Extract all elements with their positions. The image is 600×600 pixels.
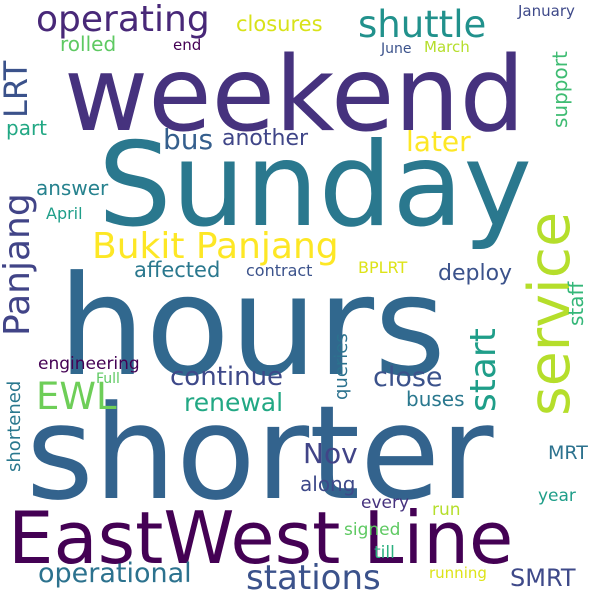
word-shorter: shorter bbox=[26, 377, 494, 529]
word-ewl: EWL bbox=[36, 375, 117, 418]
word-mrt: MRT bbox=[548, 442, 588, 464]
word-june: June bbox=[381, 41, 412, 57]
word-renewal: renewal bbox=[184, 388, 284, 417]
word-east-west-line: EastWest Line bbox=[8, 496, 514, 580]
word-april: April bbox=[46, 204, 83, 223]
word-smrt: SMRT bbox=[510, 564, 576, 592]
word-full: Full bbox=[96, 371, 120, 387]
word-march: March bbox=[424, 38, 470, 56]
word-staff: staff bbox=[564, 281, 588, 326]
word-start: start bbox=[463, 328, 504, 412]
word-continue: continue bbox=[170, 362, 284, 392]
word-buses: buses bbox=[406, 387, 465, 411]
word-sunday: Sunday bbox=[98, 118, 533, 253]
word-shortened: shortened bbox=[4, 380, 25, 472]
word-engineering: engineering bbox=[38, 354, 140, 374]
word-part: part bbox=[6, 116, 48, 140]
word-weekend: weekend bbox=[64, 35, 525, 155]
word-panjang: Panjang bbox=[0, 193, 38, 336]
word-operating: operating bbox=[36, 0, 210, 40]
word-queries: queries bbox=[331, 333, 352, 400]
word-running: running bbox=[429, 564, 487, 582]
word-end: end bbox=[173, 36, 202, 54]
word-affected: affected bbox=[134, 258, 221, 282]
word-signed: signed bbox=[344, 520, 401, 540]
word-close: close bbox=[373, 362, 443, 393]
word-along: along bbox=[300, 472, 356, 496]
word-stations: stations bbox=[246, 558, 381, 598]
word-bukit-panjang: Bukit Panjang bbox=[92, 226, 339, 267]
word-closures: closures bbox=[236, 12, 323, 36]
word-bplrt: BPLRT bbox=[358, 258, 408, 277]
word-another: another bbox=[222, 126, 309, 151]
word-run: run bbox=[432, 500, 461, 520]
word-support: support bbox=[548, 51, 572, 128]
word-shuttle: shuttle bbox=[358, 3, 487, 46]
word-hours: hours bbox=[58, 246, 446, 407]
word-operational: operational bbox=[38, 558, 192, 589]
word-later: later bbox=[406, 125, 471, 158]
word-till: till bbox=[374, 543, 395, 563]
word-contract: contract bbox=[246, 261, 313, 280]
word-january: January bbox=[518, 2, 575, 20]
word-nov: Nov bbox=[303, 437, 358, 470]
word-deploy: deploy bbox=[438, 261, 513, 286]
word-rolled: rolled bbox=[60, 32, 117, 56]
word-answer: answer bbox=[36, 176, 109, 200]
word-year: year bbox=[538, 486, 576, 506]
word-lrt: LRT bbox=[0, 60, 35, 118]
word-bus: bus bbox=[163, 123, 214, 156]
word-every: every bbox=[361, 493, 410, 513]
